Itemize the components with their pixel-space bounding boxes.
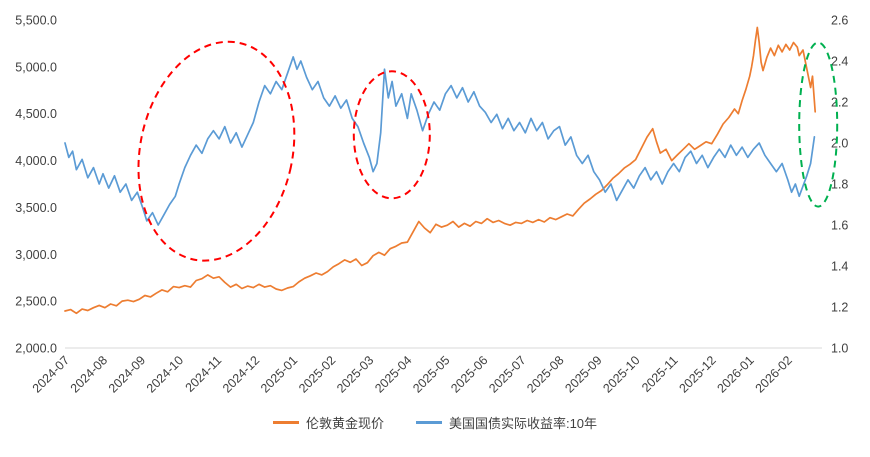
x-axis-tick-label: 2025-08 bbox=[524, 353, 566, 395]
annotation-ellipse-1 bbox=[137, 40, 296, 262]
right-axis-tick-label: 2.6 bbox=[831, 14, 848, 28]
left-axis-tick-label: 2,000.0 bbox=[15, 342, 57, 356]
x-axis-tick-label: 2025-01 bbox=[258, 353, 300, 395]
left-axis-tick-label: 3,500.0 bbox=[15, 201, 57, 215]
gold-price-line bbox=[64, 26, 817, 315]
dual-axis-line-chart: 5,500.0 5,000.0 4,500.0 4,000.0 3,500.0 3,000… bbox=[15, 14, 848, 396]
x-axis-tick-label: 2026-01 bbox=[714, 353, 756, 395]
chart-legend: 伦敦黄金现价 美国国债实际收益率:10年 bbox=[0, 413, 870, 432]
x-axis-tick-label: 2025-09 bbox=[562, 353, 604, 395]
x-axis-tick-label: 2025-11 bbox=[639, 353, 681, 395]
x-axis-tick-label: 2024-07 bbox=[30, 353, 72, 395]
x-axis-tick-label: 2025-06 bbox=[448, 353, 490, 395]
treasury-yield-line bbox=[64, 56, 816, 226]
x-axis-tick-label: 2025-07 bbox=[486, 353, 528, 395]
x-axis-tick-label: 2024-10 bbox=[144, 353, 186, 395]
x-axis-tick-label: 2025-03 bbox=[334, 353, 376, 395]
yield-series-label: 美国国债实际收益率:10年 bbox=[448, 416, 598, 431]
right-axis-tick-label: 2.0 bbox=[831, 137, 848, 151]
left-axis-tick-label: 5,500.0 bbox=[15, 14, 57, 28]
gold-series-marker bbox=[272, 421, 299, 424]
right-axis-tick-label: 1.8 bbox=[831, 178, 848, 192]
yield-series-marker bbox=[415, 421, 442, 424]
right-axis-tick-label: 2.4 bbox=[831, 55, 848, 69]
right-axis-tick-label: 1.4 bbox=[831, 260, 848, 274]
right-axis-tick-label: 1.0 bbox=[831, 342, 848, 356]
x-axis-tick-label: 2025-02 bbox=[296, 353, 338, 395]
x-axis-tick-label: 2024-11 bbox=[183, 353, 225, 395]
left-axis-tick-label: 4,500.0 bbox=[15, 107, 57, 121]
left-axis-tick-label: 3,000.0 bbox=[15, 248, 57, 262]
x-axis-tick-label: 2024-08 bbox=[68, 353, 110, 395]
annotation-ellipse-2 bbox=[352, 70, 431, 200]
right-axis-tick-label: 1.6 bbox=[831, 219, 848, 233]
left-axis-tick-label: 2,500.0 bbox=[15, 295, 57, 309]
left-axis-tick-label: 4,000.0 bbox=[15, 154, 57, 168]
left-axis-tick-label: 5,000.0 bbox=[15, 60, 57, 74]
x-axis-tick-label: 2025-10 bbox=[600, 353, 642, 395]
x-axis-tick-label: 2025-05 bbox=[410, 353, 452, 395]
legend-item-yield: 美国国债实际收益率:10年 bbox=[415, 413, 598, 432]
x-axis-tick-label: 2024-12 bbox=[220, 353, 262, 395]
legend-item-gold: 伦敦黄金现价 bbox=[272, 413, 384, 432]
right-axis-tick-label: 1.2 bbox=[831, 301, 848, 315]
x-axis-tick-label: 2025-12 bbox=[676, 353, 718, 395]
gold-series-label: 伦敦黄金现价 bbox=[305, 416, 384, 431]
right-axis-tick-label: 2.2 bbox=[831, 96, 848, 110]
x-axis-tick-label: 2026-02 bbox=[753, 353, 795, 395]
x-axis-tick-label: 2024-09 bbox=[106, 353, 148, 395]
annotation-ellipse-3 bbox=[798, 41, 839, 208]
x-axis-tick-label: 2025-04 bbox=[372, 353, 414, 395]
